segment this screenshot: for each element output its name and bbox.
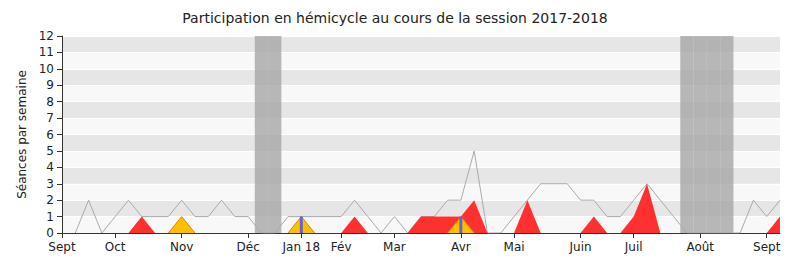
svg-text:Juin: Juin [569, 240, 592, 254]
svg-text:7: 7 [46, 111, 54, 125]
svg-text:11: 11 [39, 45, 54, 59]
svg-text:Déc: Déc [237, 240, 260, 254]
svg-text:Fév: Fév [331, 240, 352, 254]
svg-text:Sept: Sept [753, 240, 781, 254]
svg-text:Participation en hémicycle au: Participation en hémicycle au cours de l… [182, 10, 607, 26]
svg-text:4: 4 [46, 160, 54, 174]
svg-text:12: 12 [39, 29, 54, 43]
svg-text:Séances par semaine: Séances par semaine [15, 70, 29, 199]
svg-text:Août: Août [686, 240, 714, 254]
svg-text:Avr: Avr [451, 240, 471, 254]
svg-text:0: 0 [46, 226, 54, 240]
svg-text:Sept: Sept [48, 240, 76, 254]
svg-text:6: 6 [46, 128, 54, 142]
svg-text:2: 2 [46, 193, 54, 207]
svg-text:8: 8 [46, 95, 54, 109]
svg-text:Oct: Oct [105, 240, 126, 254]
svg-text:9: 9 [46, 78, 54, 92]
svg-text:3: 3 [46, 177, 54, 191]
svg-text:Juil: Juil [624, 240, 643, 254]
svg-text:1: 1 [46, 210, 54, 224]
svg-text:10: 10 [39, 62, 54, 76]
svg-text:Jan 18: Jan 18 [282, 240, 321, 254]
svg-text:Nov: Nov [170, 240, 193, 254]
svg-text:Mai: Mai [504, 240, 525, 254]
svg-text:Mar: Mar [383, 240, 406, 254]
svg-text:5: 5 [46, 144, 54, 158]
